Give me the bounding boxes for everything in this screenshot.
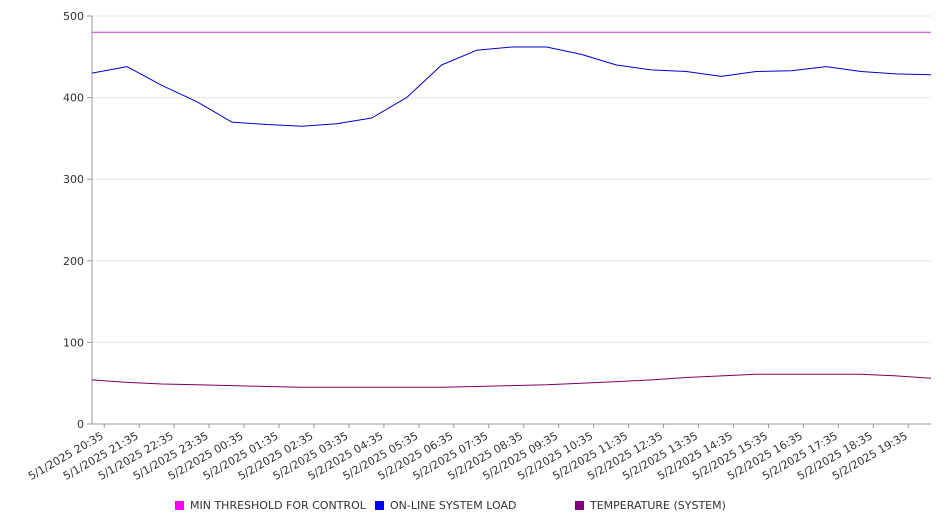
- x-axis-ticks: 5/1/2025 20:355/1/2025 21:355/1/2025 22:…: [26, 424, 910, 483]
- y-axis-ticks: 0 100 200 300 400 500: [63, 10, 92, 431]
- legend-label-temperature: TEMPERATURE (SYSTEM): [590, 499, 726, 512]
- y-tick-label: 100: [63, 336, 84, 349]
- legend-item-temperature[interactable]: TEMPERATURE (SYSTEM): [575, 499, 726, 512]
- legend-label-system-load: ON-LINE SYSTEM LOAD: [390, 499, 517, 512]
- y-tick-label: 300: [63, 173, 84, 186]
- axes: [91, 16, 931, 425]
- legend-item-min-threshold[interactable]: MIN THRESHOLD FOR CONTROL: [175, 499, 366, 512]
- legend-item-system-load[interactable]: ON-LINE SYSTEM LOAD: [375, 499, 516, 512]
- legend-swatch-min-threshold: [175, 501, 184, 510]
- y-tick-label: 400: [63, 92, 84, 105]
- y-tick-label: 200: [63, 255, 84, 268]
- y-tick-label: 500: [63, 10, 84, 23]
- legend-swatch-system-load: [375, 501, 384, 510]
- line-chart: 0 100 200 300 400 500 5/1/2025 20:355/1/2025 …: [26, 10, 932, 483]
- legend-label-min-threshold: MIN THRESHOLD FOR CONTROL: [190, 499, 366, 512]
- series-line-2: [91, 373, 932, 388]
- legend-swatch-temperature: [575, 501, 584, 510]
- grid-lines: [92, 15, 931, 343]
- y-tick-label: 0: [77, 418, 84, 431]
- legend: MIN THRESHOLD FOR CONTROL ON-LINE SYSTEM…: [0, 496, 946, 516]
- series-line-1: [91, 46, 932, 127]
- series-lines: [91, 31, 932, 388]
